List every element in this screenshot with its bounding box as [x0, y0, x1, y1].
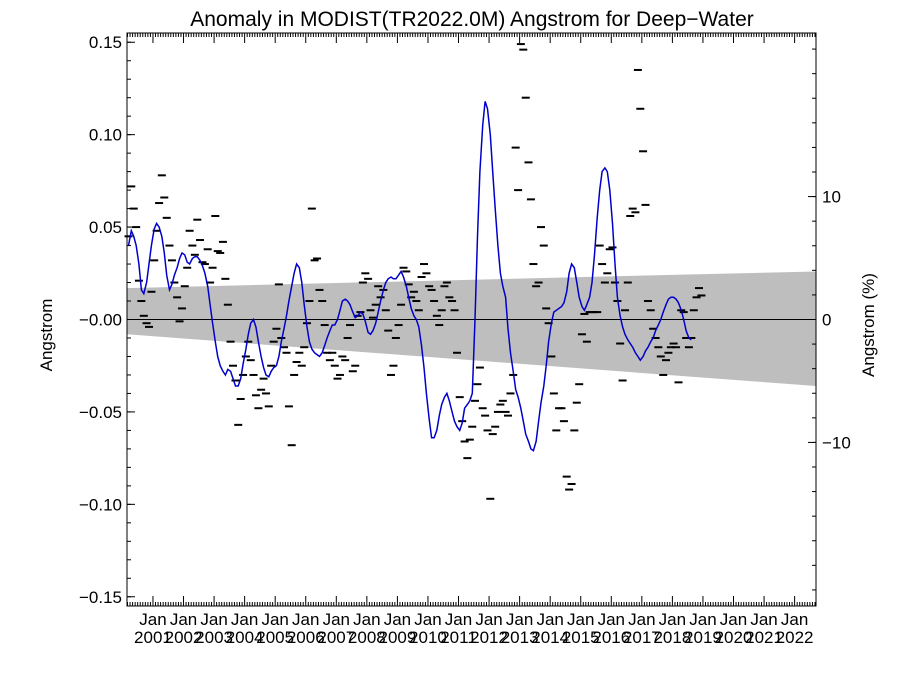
x-tick-month-label: Jan: [353, 610, 380, 629]
x-tick-month-label: Jan: [567, 610, 594, 629]
x-tick-year-label: 2021: [745, 628, 783, 647]
x-tick-year-label: 2022: [776, 628, 814, 647]
y2-tick-label: 10: [822, 188, 841, 207]
x-tick-year-label: 2007: [317, 628, 355, 647]
monthly-marks: [124, 43, 706, 500]
x-tick-year-label: 2017: [623, 628, 661, 647]
x-tick-year-label: 2016: [592, 628, 630, 647]
x-tick-month-label: Jan: [628, 610, 655, 629]
y-tick-label: 0.10: [89, 126, 122, 145]
chart-title: Anomaly in MODIST(TR2022.0M) Angstrom fo…: [190, 8, 754, 31]
x-tick-month-label: Jan: [170, 610, 197, 629]
y2-axis-label: Angstrom (%): [859, 273, 878, 377]
x-tick-year-label: 2004: [226, 628, 264, 647]
x-axis: Jan2001Jan2002Jan2003Jan2004Jan2005Jan20…: [127, 33, 816, 647]
x-tick-year-label: 2020: [715, 628, 753, 647]
x-tick-month-label: Jan: [689, 610, 716, 629]
x-tick-month-label: Jan: [750, 610, 777, 629]
x-tick-month-label: Jan: [200, 610, 227, 629]
y-axis-left: 0.15 0.10 0.05 −0.00 −0.05 −0.10 −0.15: [79, 33, 135, 607]
y2-tick-label: −10: [822, 433, 851, 452]
x-tick-year-label: 2015: [562, 628, 600, 647]
x-tick-year-label: 2006: [287, 628, 325, 647]
x-tick-year-label: 2014: [531, 628, 569, 647]
y2-tick-label: 0: [822, 311, 831, 330]
y-tick-label: 0.15: [89, 33, 122, 52]
x-tick-month-label: Jan: [139, 610, 166, 629]
x-tick-year-label: 2010: [409, 628, 447, 647]
x-tick-month-label: Jan: [506, 610, 533, 629]
x-tick-year-label: 2003: [195, 628, 233, 647]
x-tick-year-label: 2001: [134, 628, 172, 647]
x-tick-year-label: 2005: [256, 628, 294, 647]
trend-band: [127, 271, 816, 387]
x-tick-year-label: 2012: [470, 628, 508, 647]
x-tick-month-label: Jan: [475, 610, 502, 629]
x-tick-year-label: 2018: [653, 628, 691, 647]
x-tick-month-label: Jan: [781, 610, 808, 629]
x-tick-month-label: Jan: [598, 610, 625, 629]
plot-area: [124, 43, 816, 500]
x-tick-month-label: Jan: [261, 610, 288, 629]
x-tick-month-label: Jan: [323, 610, 350, 629]
x-tick-month-label: Jan: [292, 610, 319, 629]
y-axis-label: Angstrom: [37, 299, 56, 372]
x-tick-year-label: 2002: [165, 628, 203, 647]
x-tick-year-label: 2011: [440, 628, 477, 647]
x-tick-month-label: Jan: [536, 610, 563, 629]
y-tick-label: −0.00: [79, 311, 122, 330]
y-tick-label: −0.05: [79, 403, 122, 422]
y-axis-right: 10 0 −10: [808, 48, 851, 591]
x-tick-year-label: 2019: [684, 628, 722, 647]
x-tick-month-label: Jan: [445, 610, 472, 629]
x-tick-month-label: Jan: [659, 610, 686, 629]
y-tick-label: 0.05: [89, 218, 122, 237]
y-tick-label: −0.15: [79, 588, 122, 607]
x-tick-month-label: Jan: [720, 610, 747, 629]
x-tick-year-label: 2009: [378, 628, 416, 647]
x-tick-year-label: 2013: [501, 628, 539, 647]
x-tick-month-label: Jan: [231, 610, 258, 629]
x-tick-month-label: Jan: [414, 610, 441, 629]
x-tick-year-label: 2008: [348, 628, 386, 647]
x-tick-month-label: Jan: [384, 610, 411, 629]
smoothed-series-line: [127, 101, 692, 452]
y-tick-label: −0.10: [79, 495, 122, 514]
